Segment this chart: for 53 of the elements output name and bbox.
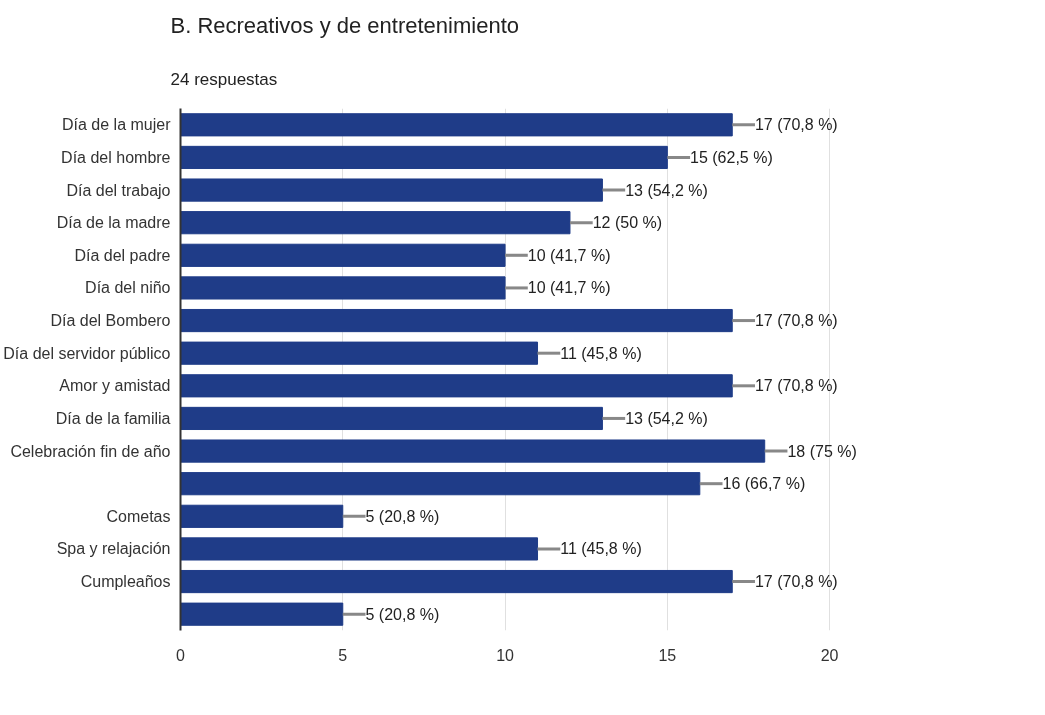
data-label: 17 (70,8 %) (754, 377, 838, 395)
bar (180, 178, 603, 202)
y-tick-label: Día de la familia (55, 409, 171, 427)
y-tick-label: Cometas (106, 507, 171, 525)
data-label: 17 (70,8 %) (754, 573, 838, 591)
bar (180, 569, 733, 594)
data-label: 16 (66,7 %) (722, 475, 806, 493)
data-label: 17 (70,8 %) (754, 116, 838, 134)
x-tick-label: 15 (658, 646, 677, 664)
bar (180, 243, 506, 267)
bar (180, 113, 733, 137)
y-tick-label: Celebración fin de año (10, 442, 171, 460)
bar (180, 276, 506, 300)
bar (180, 308, 733, 333)
y-tick-label: Día del hombre (61, 148, 171, 166)
bar (180, 374, 733, 398)
data-label: 11 (45,8 %) (560, 540, 642, 558)
data-label: 10 (41,7 %) (527, 279, 611, 297)
data-label: 17 (70,8 %) (754, 312, 838, 330)
x-tick-label: 10 (496, 646, 515, 664)
bar (180, 504, 344, 528)
chart-subtitle: 24 respuestas (170, 69, 278, 89)
y-tick-label: Día de la madre (56, 214, 171, 232)
data-label: 5 (20,8 %) (365, 507, 440, 525)
y-tick-label: Amor y amistad (59, 377, 171, 395)
bar (180, 211, 571, 235)
data-label: 12 (50 %) (592, 214, 663, 232)
data-label: 18 (75 %) (787, 442, 857, 460)
x-tick-label: 5 (338, 646, 348, 664)
y-tick-label: Spa y relajación (56, 540, 171, 558)
bar (180, 145, 668, 170)
bar (180, 406, 603, 431)
y-tick-label: Día del niño (85, 279, 171, 297)
x-tick-label: 20 (820, 646, 839, 664)
data-label: 13 (54,2 %) (625, 409, 708, 427)
bar (180, 439, 766, 463)
data-label: 13 (54,2 %) (625, 181, 708, 199)
data-label: 15 (62,5 %) (690, 148, 773, 166)
y-tick-label: Día del padre (74, 246, 171, 264)
data-label: 5 (20,8 %) (365, 605, 440, 623)
data-label: 10 (41,7 %) (527, 246, 611, 264)
bar (180, 537, 539, 561)
y-tick-label: Día del Bombero (50, 312, 171, 330)
y-tick-label: Cumpleaños (80, 573, 171, 591)
y-tick-label: Día de la mujer (62, 116, 172, 134)
y-tick-label: Día del trabajo (66, 181, 171, 199)
x-tick-label: 0 (176, 646, 186, 664)
data-label: 11 (45,8 %) (560, 344, 642, 362)
bar (180, 602, 344, 626)
bar (180, 472, 701, 496)
bar (180, 341, 539, 365)
y-tick-label: Día del servidor público (3, 344, 171, 362)
chart-title: B. Recreativos y de entretenimiento (170, 12, 520, 38)
